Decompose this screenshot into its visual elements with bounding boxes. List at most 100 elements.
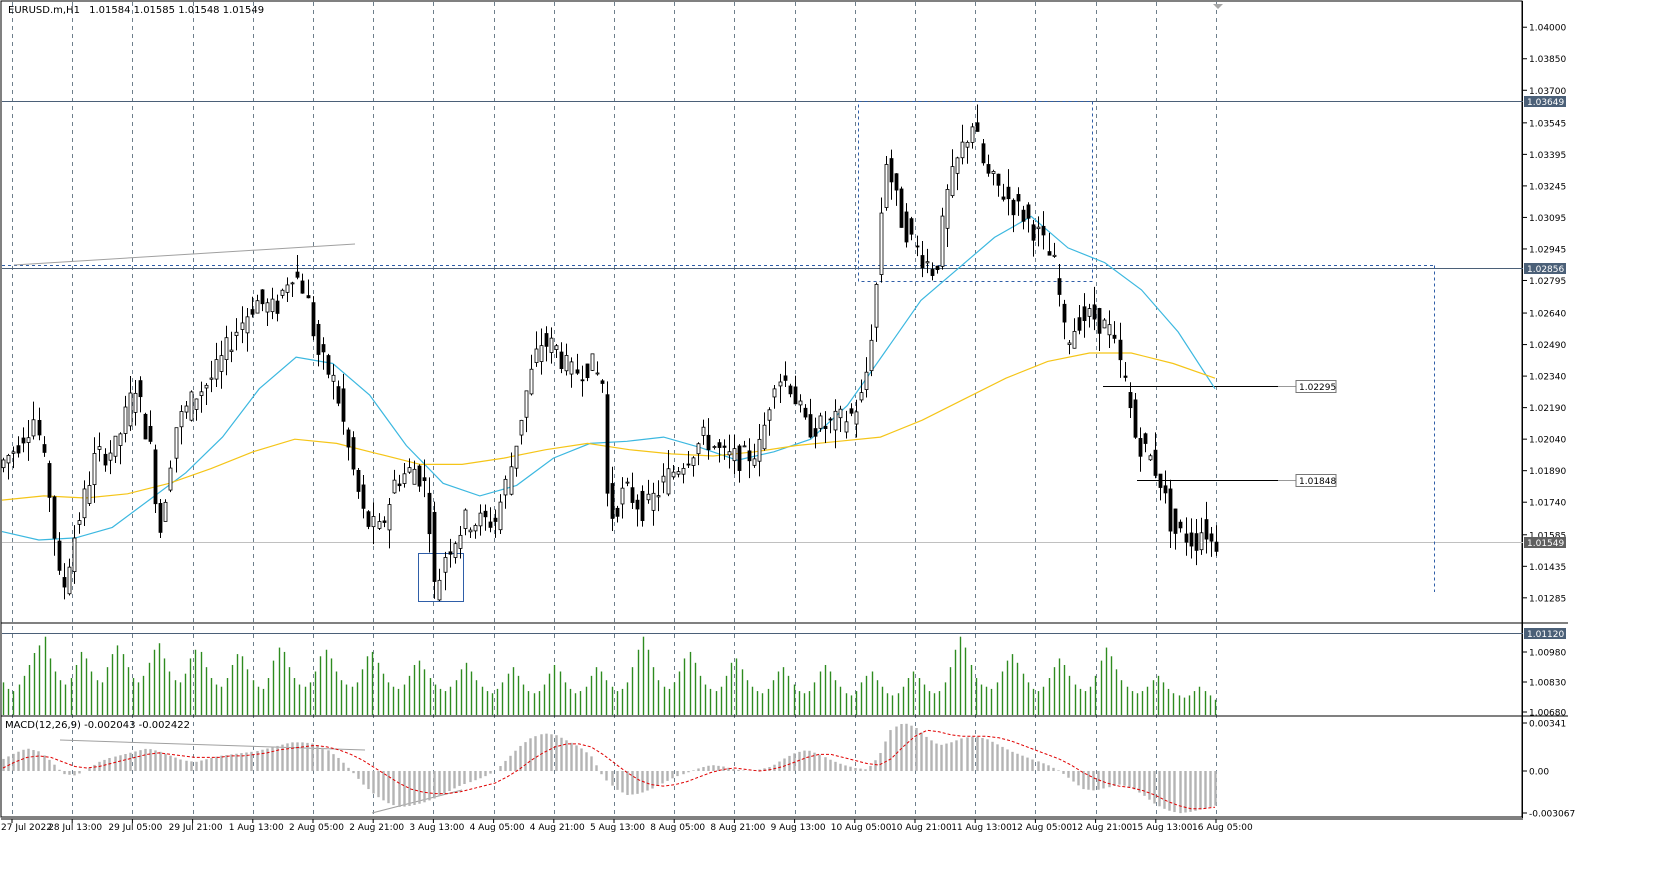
candle-body bbox=[580, 379, 585, 382]
candle-body bbox=[544, 333, 549, 347]
candle-body bbox=[255, 300, 260, 314]
current-price-label: 1.01549 bbox=[1527, 539, 1564, 549]
candle-body bbox=[1006, 186, 1011, 200]
candle-body bbox=[696, 443, 701, 455]
candle-body bbox=[1173, 508, 1178, 534]
time-tick-label: 3 Aug 13:00 bbox=[409, 823, 464, 833]
candle-body bbox=[915, 245, 920, 248]
candle-body bbox=[1016, 194, 1021, 202]
candle-body bbox=[1001, 196, 1006, 200]
macd-tick-label: -0.003067 bbox=[1529, 810, 1575, 820]
candle-body bbox=[554, 345, 559, 350]
candle-body bbox=[646, 493, 651, 501]
price-axis[interactable]: 1.04000 1.03850 1.03700 1.03545 1.03395 1.032… bbox=[1523, 24, 1575, 820]
drawn-boxes[interactable] bbox=[2, 101, 1435, 814]
candle-body bbox=[1102, 319, 1107, 329]
candle-body bbox=[123, 406, 128, 434]
candle-body bbox=[712, 446, 717, 448]
low-marker-box[interactable] bbox=[418, 553, 464, 602]
volume-tick-label: 1.00980 bbox=[1529, 649, 1566, 659]
candle-body bbox=[960, 141, 965, 159]
candle-body bbox=[509, 466, 514, 495]
candle-body bbox=[630, 487, 635, 503]
candle-body bbox=[640, 490, 645, 522]
candle-body bbox=[828, 418, 833, 421]
time-tick-label: 16 Aug 05:00 bbox=[1192, 823, 1253, 833]
candle-body bbox=[184, 405, 189, 413]
candle-body bbox=[346, 429, 351, 448]
candle-body bbox=[859, 392, 864, 401]
candle-body bbox=[727, 451, 732, 456]
candle-body bbox=[1153, 449, 1158, 476]
candle-body bbox=[935, 265, 940, 271]
time-tick-label: 28 Jul 13:00 bbox=[48, 823, 102, 833]
candle-body bbox=[1184, 533, 1189, 543]
candle-body bbox=[199, 391, 204, 396]
candle-body bbox=[945, 189, 950, 229]
macd-trendline-bottom[interactable] bbox=[371, 789, 463, 814]
price-tick-label: 1.02190 bbox=[1529, 404, 1566, 414]
price-trendline[interactable] bbox=[13, 243, 356, 266]
candle-body bbox=[412, 468, 417, 485]
time-tick-label: 10 Aug 21:00 bbox=[891, 823, 952, 833]
macd-tick-label: 0.00 bbox=[1529, 768, 1549, 778]
time-tick-label: 11 Aug 13:00 bbox=[951, 823, 1012, 833]
candle-body bbox=[402, 473, 407, 484]
candle-body bbox=[661, 475, 666, 483]
candle-body bbox=[671, 471, 676, 478]
candle-body bbox=[559, 351, 564, 369]
candle-body bbox=[92, 453, 97, 486]
candle-body bbox=[265, 302, 270, 313]
candle-body bbox=[772, 388, 777, 398]
range-box[interactable] bbox=[858, 101, 1093, 282]
candle-body bbox=[747, 450, 752, 462]
candle-body bbox=[463, 509, 468, 529]
candle-body bbox=[849, 408, 854, 414]
candle-body bbox=[722, 445, 727, 448]
candle-body bbox=[808, 414, 813, 438]
macd-signal-line bbox=[2, 729, 1216, 810]
candle-body bbox=[686, 463, 691, 466]
candle-body bbox=[361, 484, 366, 509]
symbol-label: EURUSD.m,H1 bbox=[8, 5, 80, 16]
candle-body bbox=[245, 316, 250, 334]
time-tick-label: 2 Aug 05:00 bbox=[289, 823, 344, 833]
candle-body bbox=[899, 188, 904, 228]
candle-body bbox=[813, 428, 818, 437]
candle-body bbox=[514, 445, 519, 469]
macd-histogram bbox=[2, 723, 1217, 814]
price-tick-label: 1.03545 bbox=[1529, 119, 1566, 129]
candle-body bbox=[1072, 331, 1077, 349]
candle-body bbox=[1092, 304, 1097, 320]
collapse-arrow-icon[interactable] bbox=[1213, 4, 1223, 9]
candle-body bbox=[453, 543, 458, 558]
candle-body bbox=[316, 323, 321, 355]
candle-body bbox=[1194, 533, 1199, 551]
candle-body bbox=[838, 408, 843, 419]
time-tick-label: 8 Aug 21:00 bbox=[710, 823, 765, 833]
candle-body bbox=[1052, 254, 1057, 257]
candle-body bbox=[610, 483, 615, 519]
candle-body bbox=[498, 501, 503, 531]
candle-body bbox=[397, 483, 402, 487]
candle-body bbox=[549, 337, 554, 353]
candle-body bbox=[113, 435, 118, 457]
marked-level-label: 1.01848 bbox=[1299, 477, 1336, 487]
level-price-label: 1.03649 bbox=[1527, 98, 1564, 108]
candle-body bbox=[1031, 224, 1036, 241]
candle-body bbox=[422, 477, 427, 482]
candle-body bbox=[1168, 488, 1173, 532]
macd-trendline-top[interactable] bbox=[59, 739, 366, 751]
candle-body bbox=[306, 295, 311, 299]
candle-body bbox=[42, 444, 47, 453]
candle-body bbox=[585, 363, 590, 379]
candle-body bbox=[965, 141, 970, 148]
candle-body bbox=[138, 380, 143, 398]
time-tick-label: 12 Aug 05:00 bbox=[1011, 823, 1072, 833]
macd-header: MACD(12,26,9) -0.002043 -0.002422 bbox=[5, 720, 190, 731]
price-tick-label: 1.01585 bbox=[1529, 531, 1566, 541]
candle-body bbox=[143, 413, 148, 440]
candle-body bbox=[118, 433, 123, 446]
